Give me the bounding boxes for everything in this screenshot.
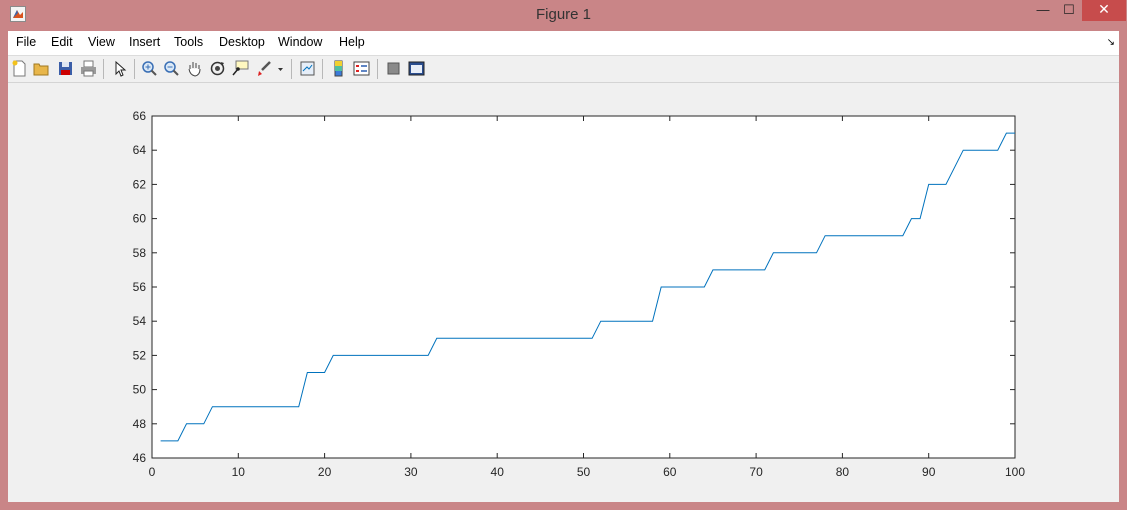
- x-tick-labels: 0 10 20 30 40 50 60 70 80 90 100: [149, 465, 1026, 479]
- menu-help[interactable]: Help: [339, 35, 365, 49]
- toolbar-separator: [103, 59, 104, 79]
- legend-icon[interactable]: [353, 60, 370, 77]
- x-tick-label: 70: [749, 465, 763, 479]
- x-tick-label: 20: [318, 465, 332, 479]
- figure-toolbar: [8, 56, 1119, 83]
- save-icon[interactable]: [57, 60, 74, 77]
- axes-ticks: [151, 115, 1016, 459]
- y-tick-label: 52: [133, 348, 147, 362]
- x-tick-label: 10: [232, 465, 246, 479]
- y-tick-label: 64: [133, 143, 147, 157]
- print-icon[interactable]: [80, 60, 97, 77]
- brush-icon[interactable]: [256, 60, 273, 77]
- x-tick-label: 60: [663, 465, 677, 479]
- y-tick-label: 46: [133, 451, 147, 465]
- chevron-down-icon[interactable]: [276, 60, 285, 77]
- menu-insert[interactable]: Insert: [129, 35, 161, 49]
- window-title: Figure 1: [535, 6, 592, 23]
- open-file-icon[interactable]: [33, 60, 50, 77]
- pointer-icon[interactable]: [111, 60, 128, 77]
- menu-bar: File Edit View Insert Tools Desktop Wind…: [8, 31, 1119, 56]
- dock-arrow-icon[interactable]: ↘: [1106, 37, 1115, 48]
- show-plot-tools-icon[interactable]: [408, 60, 425, 77]
- y-tick-label: 58: [133, 246, 147, 260]
- menu-desktop[interactable]: Desktop: [219, 35, 265, 49]
- colorbar-icon[interactable]: [330, 60, 347, 77]
- menu-file[interactable]: File: [16, 35, 37, 49]
- toolbar-separator: [377, 59, 378, 79]
- x-tick-label: 50: [577, 465, 591, 479]
- y-tick-label: 54: [133, 314, 147, 328]
- y-tick-labels: 46 48 50 52 54 56 58 60 62 64 66: [133, 109, 147, 465]
- y-tick-label: 66: [133, 109, 147, 123]
- menu-tools[interactable]: Tools: [174, 35, 204, 49]
- x-tick-label: 90: [922, 465, 936, 479]
- new-figure-icon[interactable]: [11, 60, 28, 77]
- x-tick-label: 0: [149, 465, 156, 479]
- y-tick-label: 48: [133, 417, 147, 431]
- rotate-icon[interactable]: [209, 60, 226, 77]
- minimize-button[interactable]: —: [1036, 2, 1050, 17]
- y-tick-label: 62: [133, 177, 147, 191]
- y-tick-label: 56: [133, 280, 147, 294]
- maximize-button[interactable]: ☐: [1063, 2, 1075, 17]
- x-tick-label: 80: [836, 465, 850, 479]
- data-cursor-icon[interactable]: [232, 60, 249, 77]
- x-tick-label: 30: [404, 465, 418, 479]
- menu-view[interactable]: View: [88, 35, 115, 49]
- x-tick-label: 40: [491, 465, 505, 479]
- toolbar-separator: [322, 59, 323, 79]
- y-tick-label: 50: [133, 383, 147, 397]
- title-bar[interactable]: Figure 1 — ☐ ✕: [0, 0, 1127, 30]
- plot-area[interactable]: 0 10 20 30 40 50 60 70 80 90 100 46 48 50 52 54 56 58 60 6…: [8, 83, 1119, 502]
- y-tick-label: 60: [133, 212, 147, 226]
- pan-icon[interactable]: [186, 60, 203, 77]
- close-button[interactable]: ✕: [1082, 0, 1126, 21]
- hide-plot-tools-icon[interactable]: [385, 60, 402, 77]
- link-plot-icon[interactable]: [299, 60, 316, 77]
- series-line: [160, 132, 1015, 442]
- toolbar-separator: [134, 59, 135, 79]
- matlab-app-icon[interactable]: [10, 6, 26, 22]
- toolbar-separator: [291, 59, 292, 79]
- zoom-out-icon[interactable]: [163, 60, 180, 77]
- menu-edit[interactable]: Edit: [51, 35, 73, 49]
- x-tick-label: 100: [1005, 465, 1025, 479]
- menu-window[interactable]: Window: [278, 35, 323, 49]
- zoom-in-icon[interactable]: [141, 60, 158, 77]
- figure-canvas: 0 10 20 30 40 50 60 70 80 90 100 46 48 50 52 54 56 58 60 6…: [8, 83, 1119, 502]
